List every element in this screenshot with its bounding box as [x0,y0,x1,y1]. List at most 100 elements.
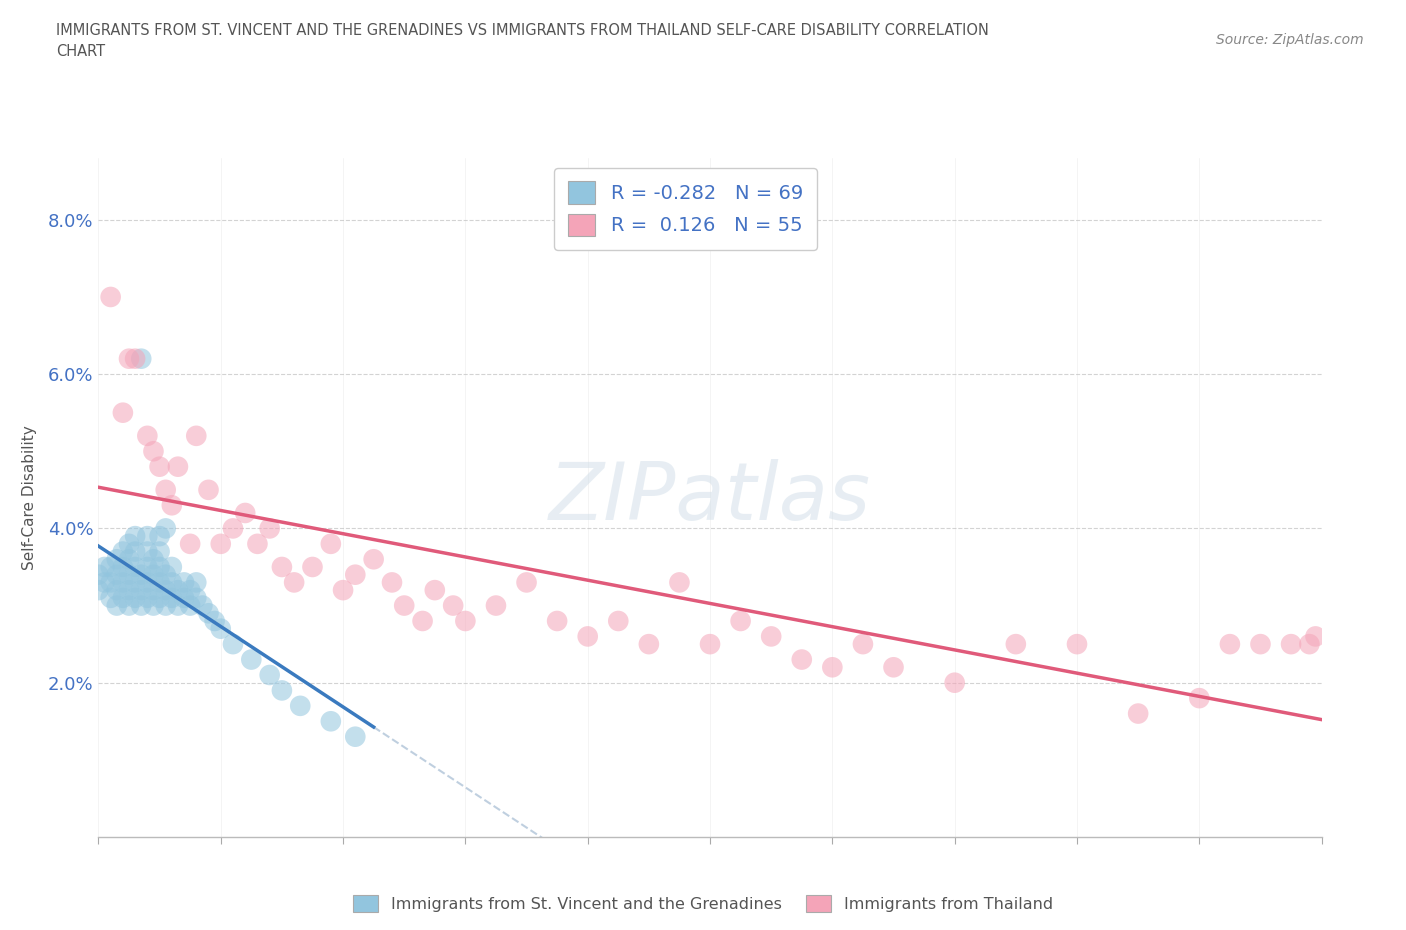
Point [142,598,165,613]
Point [142,551,165,566]
Point [485,598,508,613]
Point [87,567,110,582]
Point [142,444,165,458]
Point [233,506,256,521]
Text: IMMIGRANTS FROM ST. VINCENT AND THE GRENADINES VS IMMIGRANTS FROM THAILAND SELF-: IMMIGRANTS FROM ST. VINCENT AND THE GREN… [56,23,988,38]
Legend: R = -0.282   N = 69, R =  0.126   N = 55: R = -0.282 N = 69, R = 0.126 N = 55 [554,167,817,249]
Point [124,575,146,590]
Point [1279,637,1302,652]
Y-axis label: Self-Care Disability: Self-Care Disability [22,425,37,570]
Point [124,544,146,559]
Point [105,583,128,598]
Point [111,544,134,559]
Point [246,537,269,551]
Point [87,583,110,598]
Point [136,544,159,559]
Point [197,483,219,498]
Point [240,652,263,667]
Point [319,714,342,729]
Point [790,652,813,667]
Point [93,560,115,575]
Point [852,637,875,652]
Point [392,598,416,613]
Point [118,583,141,598]
Point [111,560,134,575]
Point [179,598,201,613]
Point [412,614,434,629]
Point [197,605,219,620]
Point [546,614,568,629]
Point [319,537,342,551]
Point [179,583,201,598]
Point [637,637,661,652]
Point [124,528,146,543]
Point [100,575,122,590]
Point [576,629,599,644]
Point [1066,637,1088,652]
Point [136,575,159,590]
Point [149,459,172,474]
Point [160,560,183,575]
Point [344,729,367,744]
Point [105,551,128,566]
Point [129,567,152,582]
Point [730,614,752,629]
Point [149,544,172,559]
Point [129,583,152,598]
Point [142,567,165,582]
Point [259,668,281,683]
Point [136,528,159,543]
Point [136,591,159,605]
Point [149,560,172,575]
Point [118,598,141,613]
Point [155,567,177,582]
Point [179,537,201,551]
Point [1128,706,1150,721]
Point [209,537,232,551]
Point [124,591,146,605]
Point [100,289,122,304]
Point [363,551,385,566]
Point [943,675,966,690]
Point [454,614,477,629]
Point [129,598,152,613]
Text: Source: ZipAtlas.com: Source: ZipAtlas.com [1216,33,1364,46]
Text: CHART: CHART [56,44,105,59]
Point [301,560,323,575]
Point [155,521,177,536]
Point [270,683,292,698]
Point [423,583,446,598]
Point [344,567,367,582]
Point [167,583,190,598]
Point [516,575,538,590]
Point [105,567,128,582]
Point [821,660,844,675]
Point [191,598,214,613]
Point [381,575,404,590]
Point [149,591,172,605]
Point [1188,691,1211,706]
Point [699,637,721,652]
Point [111,591,134,605]
Point [160,591,183,605]
Point [186,591,208,605]
Point [1004,637,1026,652]
Point [883,660,905,675]
Point [155,598,177,613]
Point [160,575,183,590]
Point [118,352,141,366]
Point [1249,637,1271,652]
Point [167,598,190,613]
Point [100,591,122,605]
Point [290,698,312,713]
Point [1305,629,1327,644]
Point [607,614,630,629]
Point [118,537,141,551]
Point [136,560,159,575]
Point [136,429,159,444]
Point [759,629,782,644]
Point [93,575,115,590]
Point [124,560,146,575]
Point [155,583,177,598]
Point [118,551,141,566]
